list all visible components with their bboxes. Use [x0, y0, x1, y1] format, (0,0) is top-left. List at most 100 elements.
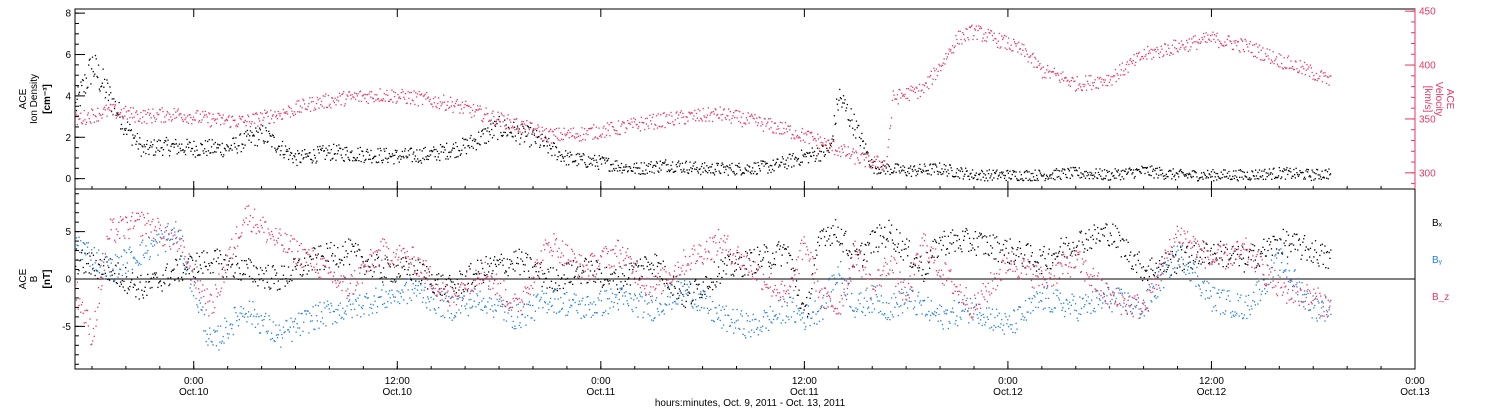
data-point	[739, 169, 742, 171]
data-point	[142, 294, 144, 296]
data-point	[206, 252, 208, 254]
data-point	[1282, 228, 1284, 231]
data-point	[84, 74, 86, 76]
data-point	[449, 106, 451, 108]
data-point	[557, 156, 559, 158]
data-point	[252, 281, 254, 283]
data-point	[676, 298, 678, 300]
data-point	[482, 121, 484, 123]
data-point	[816, 147, 819, 149]
data-point	[661, 279, 664, 281]
data-point	[914, 91, 916, 94]
data-point	[824, 244, 826, 247]
data-point	[450, 281, 452, 283]
data-point	[1035, 261, 1037, 263]
data-point	[886, 155, 888, 158]
data-point	[136, 261, 139, 263]
data-point	[157, 114, 159, 116]
data-point	[140, 274, 142, 277]
data-point	[1108, 74, 1110, 77]
data-point	[1261, 59, 1263, 61]
data-point	[477, 142, 479, 144]
data-point	[148, 153, 150, 156]
data-point	[352, 96, 354, 98]
data-point	[862, 265, 864, 267]
data-point	[261, 132, 263, 134]
data-point	[1225, 265, 1228, 267]
data-point	[1136, 169, 1138, 171]
data-point	[1153, 275, 1156, 277]
data-point	[1039, 63, 1041, 65]
data-point	[1053, 67, 1055, 69]
data-point	[308, 270, 310, 272]
data-point	[126, 262, 128, 264]
data-point	[869, 166, 871, 168]
data-point	[1179, 266, 1181, 268]
data-point	[86, 87, 88, 89]
data-point	[840, 228, 843, 230]
data-point	[316, 160, 318, 162]
data-point	[715, 286, 717, 288]
data-point	[829, 144, 832, 146]
data-point	[1045, 174, 1048, 176]
data-point	[503, 131, 505, 133]
data-point	[410, 147, 413, 149]
data-point	[1145, 167, 1147, 169]
data-point	[828, 151, 830, 153]
data-point	[1111, 243, 1113, 245]
data-point	[1299, 60, 1301, 62]
data-point	[313, 154, 316, 156]
data-point	[820, 141, 822, 144]
data-point	[622, 285, 625, 287]
data-point	[1197, 180, 1200, 182]
data-point	[689, 292, 691, 294]
data-point	[755, 272, 757, 274]
data-point	[1322, 176, 1324, 179]
data-point	[1162, 262, 1164, 265]
data-point	[350, 151, 352, 154]
data-point	[1310, 260, 1312, 262]
data-point	[97, 120, 100, 122]
data-point	[519, 274, 521, 276]
data-point	[459, 270, 461, 272]
data-point	[1242, 178, 1245, 180]
data-point	[1064, 76, 1066, 79]
data-point	[1164, 262, 1166, 264]
data-point	[1220, 43, 1223, 45]
data-point	[103, 106, 106, 108]
data-point	[186, 262, 189, 264]
data-point	[921, 171, 923, 174]
data-point	[1102, 227, 1105, 230]
data-point	[712, 172, 714, 174]
data-point	[1058, 175, 1060, 178]
data-point	[310, 101, 313, 103]
data-point	[1165, 271, 1167, 273]
data-point	[287, 150, 289, 152]
data-point	[524, 131, 526, 133]
data-point	[432, 106, 434, 108]
data-point	[746, 164, 748, 166]
data-point	[1041, 175, 1043, 177]
data-point	[851, 253, 853, 255]
data-point	[1117, 74, 1119, 76]
data-point	[163, 142, 165, 144]
data-point	[832, 139, 835, 141]
data-point	[263, 273, 265, 275]
data-point	[1302, 65, 1304, 67]
data-point	[474, 285, 476, 287]
data-point	[157, 286, 159, 288]
data-point	[396, 276, 398, 278]
data-point	[94, 262, 96, 264]
data-point	[484, 274, 486, 277]
data-point	[646, 265, 648, 268]
data-point	[92, 114, 95, 116]
data-point	[680, 292, 682, 294]
data-point	[320, 149, 323, 151]
data-point	[990, 29, 992, 32]
data-point	[426, 155, 429, 157]
data-point	[486, 113, 488, 115]
data-point	[362, 260, 364, 263]
data-point	[499, 258, 501, 260]
data-point	[1099, 168, 1101, 170]
data-point	[85, 254, 87, 256]
